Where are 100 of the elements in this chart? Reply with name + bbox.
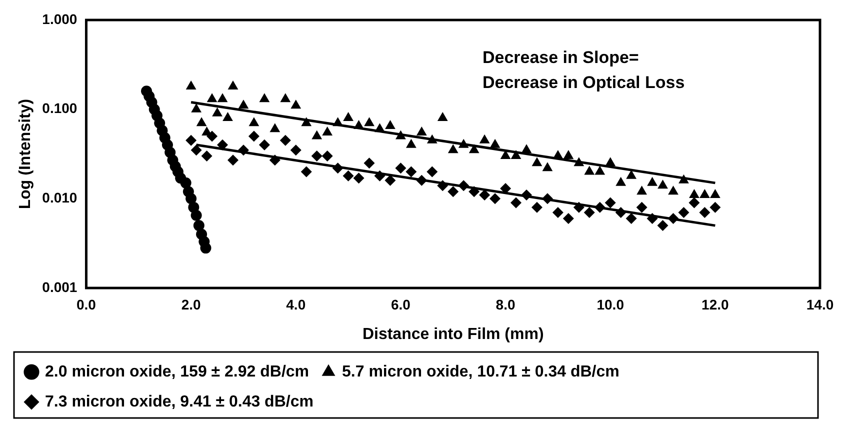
point <box>186 134 197 146</box>
point <box>332 117 344 126</box>
point <box>280 134 291 146</box>
point <box>531 202 542 213</box>
point <box>468 186 480 198</box>
point <box>658 180 668 189</box>
x-axis-title: Distance into Film (mm) <box>362 326 544 343</box>
x-tick-label: 12.0 <box>702 296 730 312</box>
point <box>668 212 679 224</box>
point <box>416 126 427 136</box>
point <box>311 150 322 162</box>
point <box>212 107 222 116</box>
point <box>342 170 354 182</box>
point <box>468 144 480 154</box>
point <box>384 174 396 186</box>
point <box>269 154 280 166</box>
point <box>678 207 690 218</box>
point <box>573 202 584 213</box>
legend-label: 2.0 micron oxide, 159 ± 2.92 dB/cm <box>45 363 310 380</box>
point <box>202 126 212 136</box>
point <box>180 177 192 188</box>
x-tick-label: 6.0 <box>390 296 411 312</box>
y-tick-label: 1.000 <box>42 10 78 27</box>
point <box>190 210 202 221</box>
point <box>657 220 668 232</box>
point <box>521 144 532 154</box>
point <box>322 150 333 162</box>
point <box>280 93 291 102</box>
point <box>437 112 448 121</box>
point <box>191 103 202 112</box>
point <box>626 170 637 179</box>
point <box>200 242 212 254</box>
point <box>688 197 700 208</box>
point <box>636 202 648 213</box>
point <box>668 186 678 195</box>
point <box>322 126 333 136</box>
point <box>217 93 228 102</box>
point <box>416 174 428 186</box>
point <box>584 166 595 175</box>
point <box>626 212 637 224</box>
point <box>574 157 584 166</box>
point <box>190 144 202 156</box>
point <box>615 207 626 218</box>
point <box>700 188 710 198</box>
y-tick-label: 0.010 <box>42 190 78 206</box>
point <box>458 180 470 192</box>
point <box>186 80 196 90</box>
point <box>270 123 280 132</box>
point <box>201 150 212 162</box>
point <box>385 120 396 130</box>
point <box>699 207 710 218</box>
point <box>479 189 490 200</box>
point <box>562 212 574 224</box>
point <box>678 174 689 184</box>
x-tick-label: 0.0 <box>76 296 96 312</box>
point <box>290 144 302 156</box>
point <box>312 130 322 140</box>
point <box>594 166 606 175</box>
point <box>552 207 564 218</box>
point <box>710 188 720 198</box>
x-tick-label: 2.0 <box>181 296 201 312</box>
point <box>406 138 416 148</box>
point <box>396 130 406 140</box>
point <box>616 176 626 186</box>
legend-label: 5.7 micron oxide, 10.71 ± 0.34 dB/cm <box>342 363 620 380</box>
y-axis-title: Log (Intensity) <box>17 98 34 210</box>
x-tick-label: 8.0 <box>496 296 516 312</box>
point <box>510 197 522 208</box>
x-tick-label: 14.0 <box>806 296 834 312</box>
x-tick-label: 4.0 <box>286 296 306 312</box>
point <box>426 134 438 144</box>
point <box>448 186 459 198</box>
point <box>364 117 374 126</box>
y-tick-label: 0.001 <box>42 278 78 295</box>
point <box>290 100 302 109</box>
point <box>542 193 553 204</box>
point <box>500 150 511 160</box>
point <box>605 157 616 166</box>
point <box>258 139 270 150</box>
point <box>206 93 218 102</box>
point <box>647 176 658 186</box>
point <box>395 162 406 174</box>
point <box>222 112 233 121</box>
point <box>227 154 238 166</box>
point <box>374 170 386 182</box>
point <box>458 138 469 148</box>
point <box>520 189 532 200</box>
point <box>332 162 344 174</box>
point <box>584 207 595 218</box>
point <box>563 150 574 160</box>
point <box>259 93 270 102</box>
point <box>228 80 238 90</box>
point <box>217 139 228 150</box>
point <box>374 123 385 132</box>
point <box>186 193 197 204</box>
point <box>448 144 458 154</box>
point <box>479 134 490 144</box>
point <box>532 157 542 166</box>
point <box>193 220 204 232</box>
point <box>248 130 260 142</box>
